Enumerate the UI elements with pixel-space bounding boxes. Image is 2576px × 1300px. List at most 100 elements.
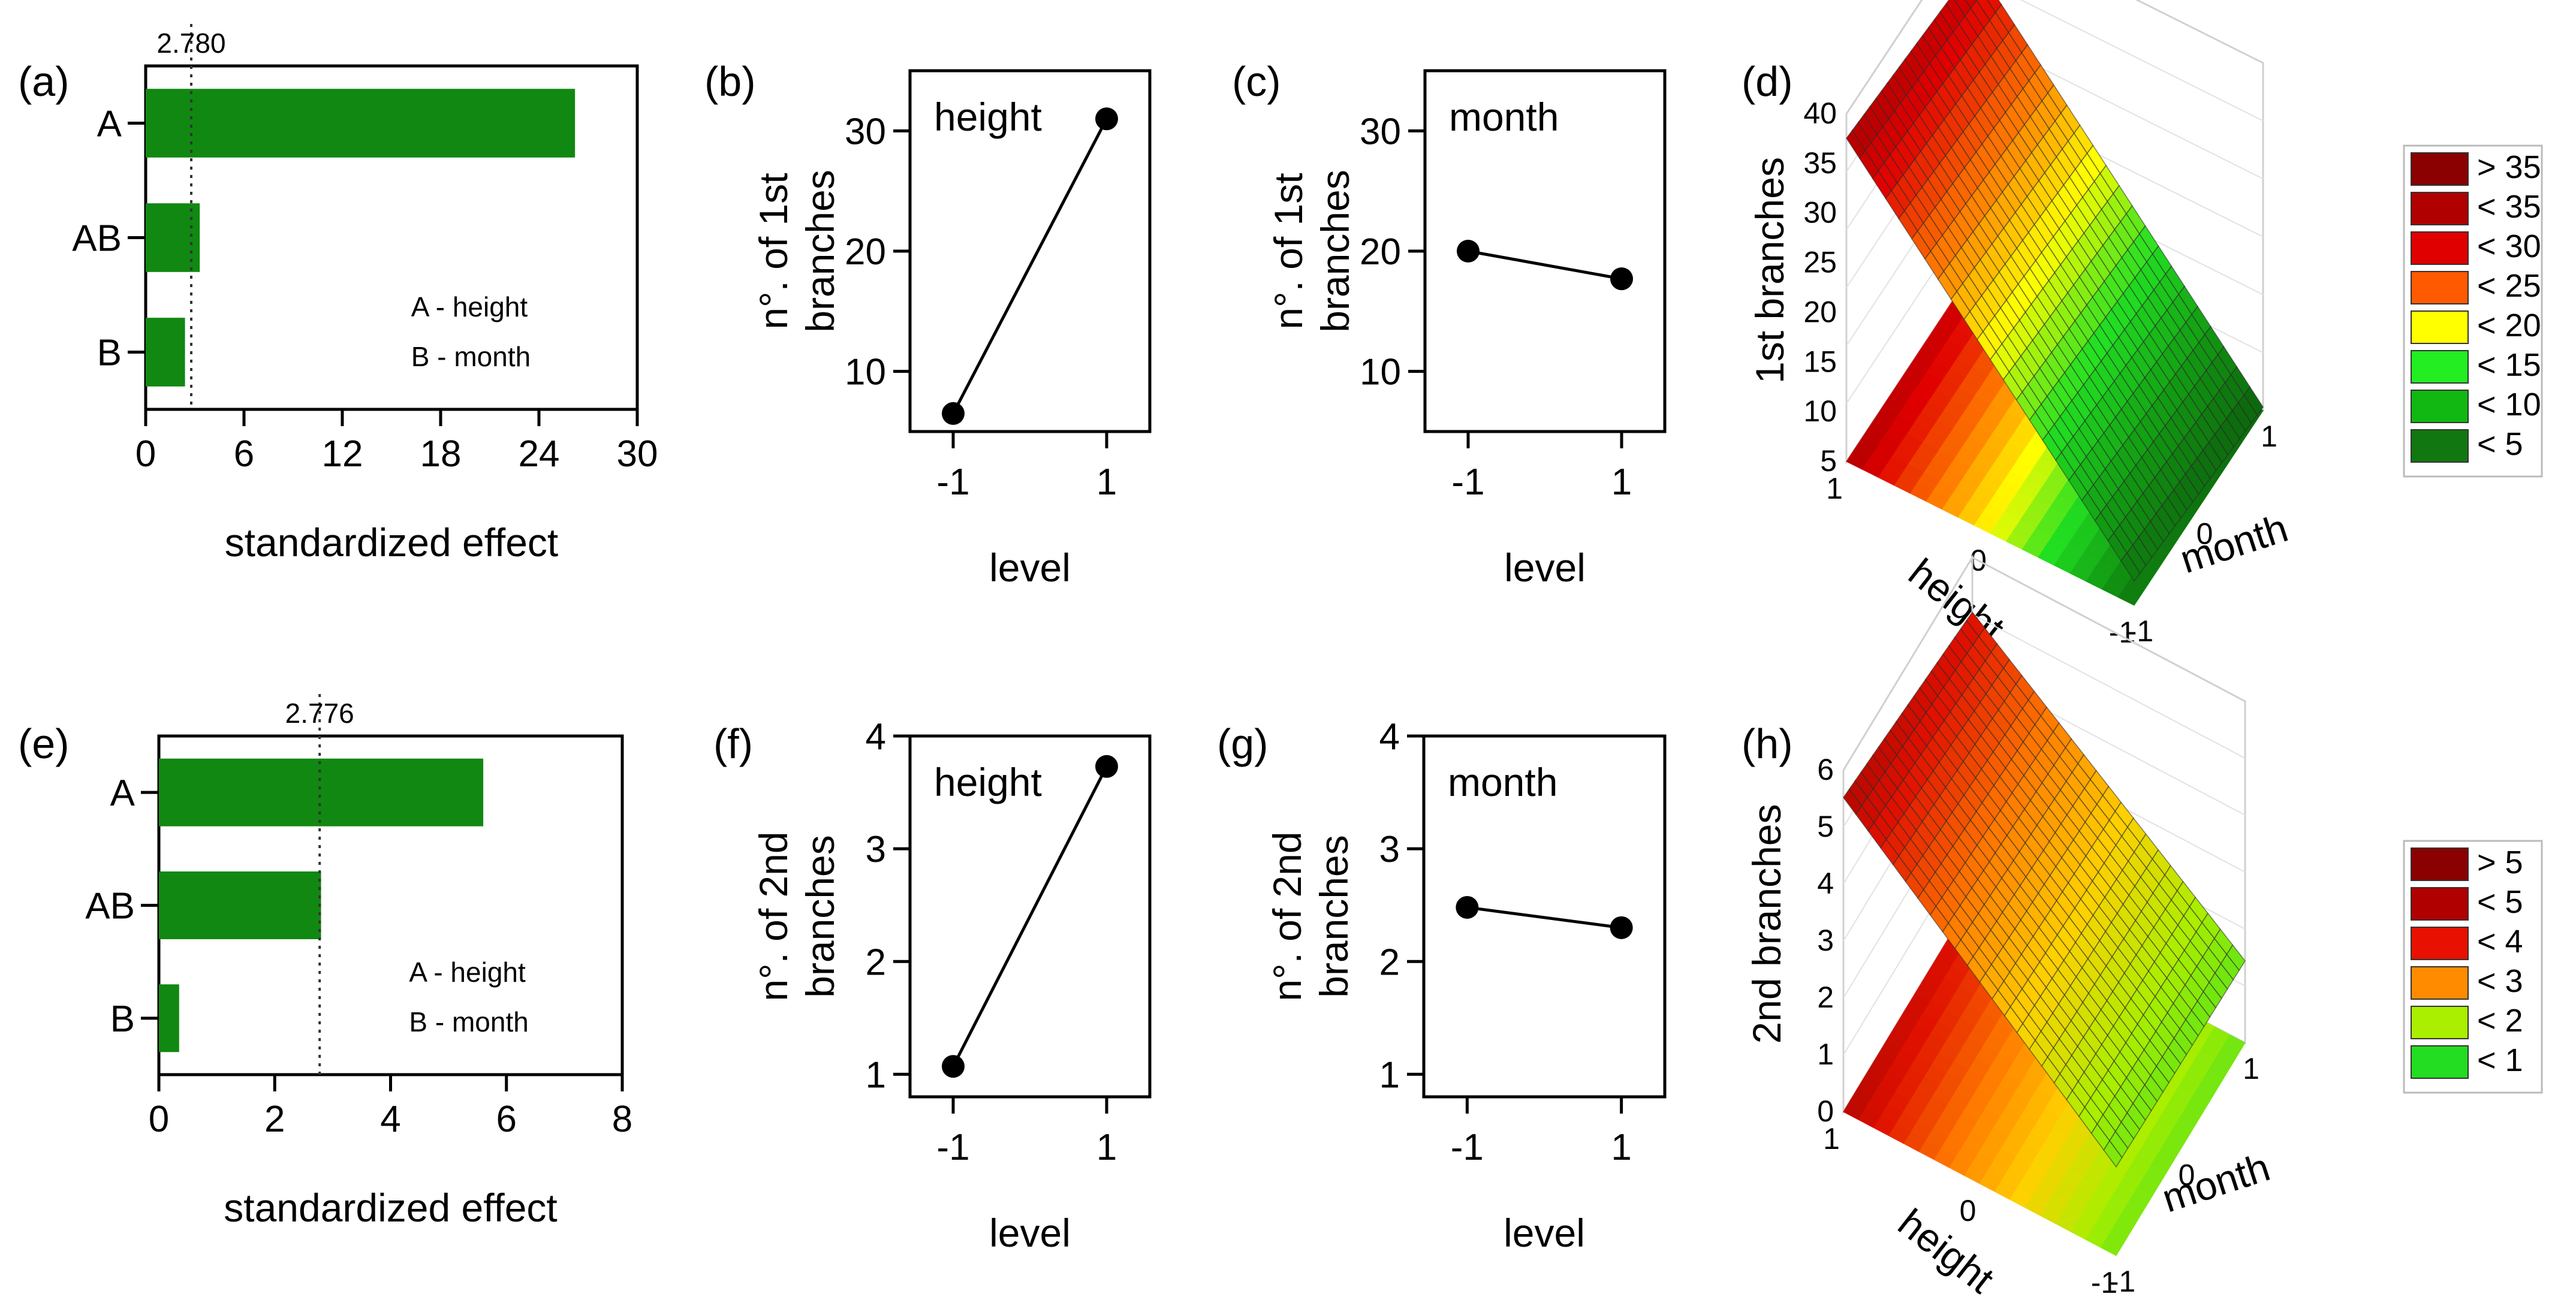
legend-swatch xyxy=(2411,271,2469,304)
z-tick-label: 3 xyxy=(1817,924,1834,957)
x-tick-label: -1 xyxy=(936,1127,969,1168)
z-tick-label: 30 xyxy=(1803,196,1837,230)
y-tick-label: 0 xyxy=(2197,517,2213,551)
y-tick-label: 20 xyxy=(1360,231,1401,273)
x-tick-label: 1 xyxy=(1611,1127,1631,1168)
annotation-b: B - month xyxy=(409,1006,528,1037)
x-tick-label: 6 xyxy=(234,433,254,475)
x-tick-label: 0 xyxy=(149,1099,169,1140)
y-tick-label: 10 xyxy=(845,352,886,393)
legend-label: > 35 xyxy=(2477,149,2541,185)
effect-line xyxy=(951,118,1108,415)
x-axis-label: standardized effect xyxy=(224,1186,558,1230)
data-point xyxy=(1095,107,1118,131)
x-tick-label: 8 xyxy=(612,1099,632,1140)
effect-line xyxy=(1468,249,1622,280)
y-tick-label: 30 xyxy=(1360,111,1401,152)
y-tick-label: 4 xyxy=(1379,716,1400,758)
annotation-b: B - month xyxy=(411,341,531,372)
z-tick-label: 0 xyxy=(1817,1094,1834,1128)
z-tick-label: 1 xyxy=(1817,1037,1834,1071)
x-tick-label: 1 xyxy=(1096,462,1117,503)
z-tick-label: 2 xyxy=(1817,981,1834,1014)
y-axis-label: n°. of 1stbranches xyxy=(1266,170,1357,333)
surface-cell xyxy=(2226,944,2246,972)
x-tick-label: -1 xyxy=(936,462,969,503)
x-tick-label: 24 xyxy=(519,433,560,475)
y-tick-label: 1 xyxy=(2261,420,2277,453)
annotation-a: A - height xyxy=(409,957,526,988)
bar-B xyxy=(146,318,185,387)
z-tick-label: 4 xyxy=(1817,867,1834,900)
y-tick-label: 1 xyxy=(2243,1052,2259,1085)
surface-plot-h xyxy=(1842,554,2543,1256)
data-point xyxy=(1610,916,1633,939)
x-tick-label: 30 xyxy=(617,433,658,475)
category-label-A: A xyxy=(97,104,122,145)
legend-swatch xyxy=(2411,152,2469,186)
x-tick-label: 0 xyxy=(1960,1194,1977,1227)
x-axis-label: standardized effect xyxy=(225,520,559,565)
x-tick-label: 1 xyxy=(1823,1122,1840,1156)
x-tick-label: -1 xyxy=(2091,1266,2117,1299)
x-axis-label: level xyxy=(989,545,1071,590)
y-tick-label: 3 xyxy=(1379,829,1400,870)
data-point xyxy=(1610,267,1633,291)
line-plot-c xyxy=(1408,69,1667,448)
x-axis-label: level xyxy=(989,1211,1071,1255)
bar-B xyxy=(159,984,179,1052)
plot-title: month xyxy=(1448,760,1557,804)
legend-label: < 5 xyxy=(2477,426,2523,462)
plot-frame xyxy=(908,734,1152,1099)
plot-frame xyxy=(1422,734,1667,1099)
z-tick-label: 25 xyxy=(1803,246,1837,279)
y-axis-label: n°. of 2ndbranches xyxy=(751,831,842,1001)
legend-swatch xyxy=(2411,350,2469,384)
z-tick-label: 35 xyxy=(1803,146,1837,180)
y-tick-label: 20 xyxy=(845,231,886,273)
effect-line xyxy=(1467,906,1622,930)
data-point xyxy=(942,402,965,425)
panel-label-c: (c) xyxy=(1232,58,1281,105)
bar-chart-a xyxy=(128,24,639,426)
category-label-A: A xyxy=(110,773,135,814)
plot-title: height xyxy=(934,760,1042,804)
panel-label-h: (h) xyxy=(1742,720,1793,767)
legend-label: < 2 xyxy=(2477,1003,2523,1039)
x-tick-label: 6 xyxy=(496,1099,517,1140)
data-point xyxy=(942,1055,965,1078)
x-tick-label: -1 xyxy=(1451,1127,1484,1168)
y-tick-label: 30 xyxy=(845,111,886,152)
legend-swatch xyxy=(2411,1006,2469,1039)
legend-label: < 10 xyxy=(2477,387,2541,423)
category-label-AB: AB xyxy=(85,886,135,927)
legend-swatch xyxy=(2411,887,2469,921)
x-tick-label: 4 xyxy=(380,1099,400,1140)
x-tick-label: 18 xyxy=(420,433,462,475)
legend-label: < 5 xyxy=(2477,884,2523,920)
legend-label: < 30 xyxy=(2477,228,2541,264)
z-axis-label: 1st branches xyxy=(1748,157,1792,384)
panel-label-a: (a) xyxy=(18,58,70,105)
annotation-a: A - height xyxy=(411,291,528,322)
legend-swatch xyxy=(2411,927,2469,960)
y-tick-label: 0 xyxy=(2179,1159,2195,1192)
x-tick-label: 1 xyxy=(1611,462,1632,503)
y-tick-label: 1 xyxy=(866,1054,886,1096)
legend-swatch xyxy=(2411,390,2469,423)
effect-line xyxy=(951,765,1108,1067)
x-tick-label: 2 xyxy=(264,1099,285,1140)
legend-label: < 20 xyxy=(2477,307,2541,343)
y-axis-label: n°. of 1stbranches xyxy=(751,170,842,333)
panel-label-f: (f) xyxy=(713,720,753,767)
panel-label-g: (g) xyxy=(1217,720,1269,767)
x-tick-label: 12 xyxy=(322,433,363,475)
x-tick-label: 0 xyxy=(135,433,156,475)
data-point xyxy=(1457,240,1480,263)
legend-label: < 1 xyxy=(2477,1042,2523,1078)
x-axis-label: level xyxy=(1504,545,1586,590)
legend-label: < 25 xyxy=(2477,268,2541,304)
z-tick-label: 15 xyxy=(1803,345,1837,378)
plot-title: month xyxy=(1449,95,1559,139)
